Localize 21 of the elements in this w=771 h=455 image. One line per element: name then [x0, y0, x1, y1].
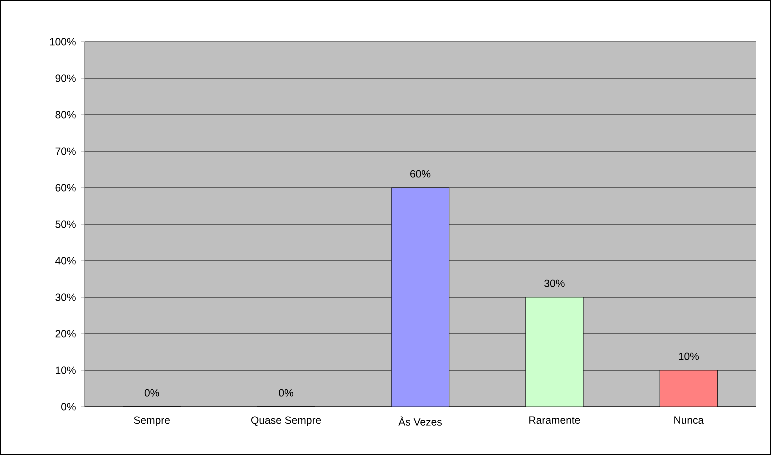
y-tick-label: 0%	[62, 403, 76, 411]
x-tick-label: Sempre	[134, 416, 170, 426]
x-tick-label: Quase Sempre	[251, 416, 322, 426]
y-tick-label: 90%	[56, 74, 76, 82]
y-tick-label: 20%	[56, 330, 76, 338]
x-tick-label: Nunca	[674, 416, 704, 424]
data-label: 60%	[410, 170, 431, 178]
data-label: 30%	[544, 280, 565, 288]
y-tick-label: 60%	[56, 184, 76, 192]
x-tick-label: Às Vezes	[398, 416, 442, 426]
y-tick-label: 80%	[56, 111, 76, 119]
y-tick-label: 50%	[56, 220, 76, 228]
data-label: 0%	[144, 389, 160, 397]
data-label: 0%	[279, 389, 294, 397]
y-tick-label: 10%	[56, 366, 76, 374]
y-tick-label: 40%	[56, 257, 76, 265]
x-tick-label: Raramente	[530, 416, 580, 424]
y-tick-label: 70%	[56, 148, 76, 156]
y-tick-label: 100%	[50, 38, 76, 46]
data-label: 10%	[679, 352, 700, 360]
y-tick-label: 30%	[56, 294, 76, 302]
